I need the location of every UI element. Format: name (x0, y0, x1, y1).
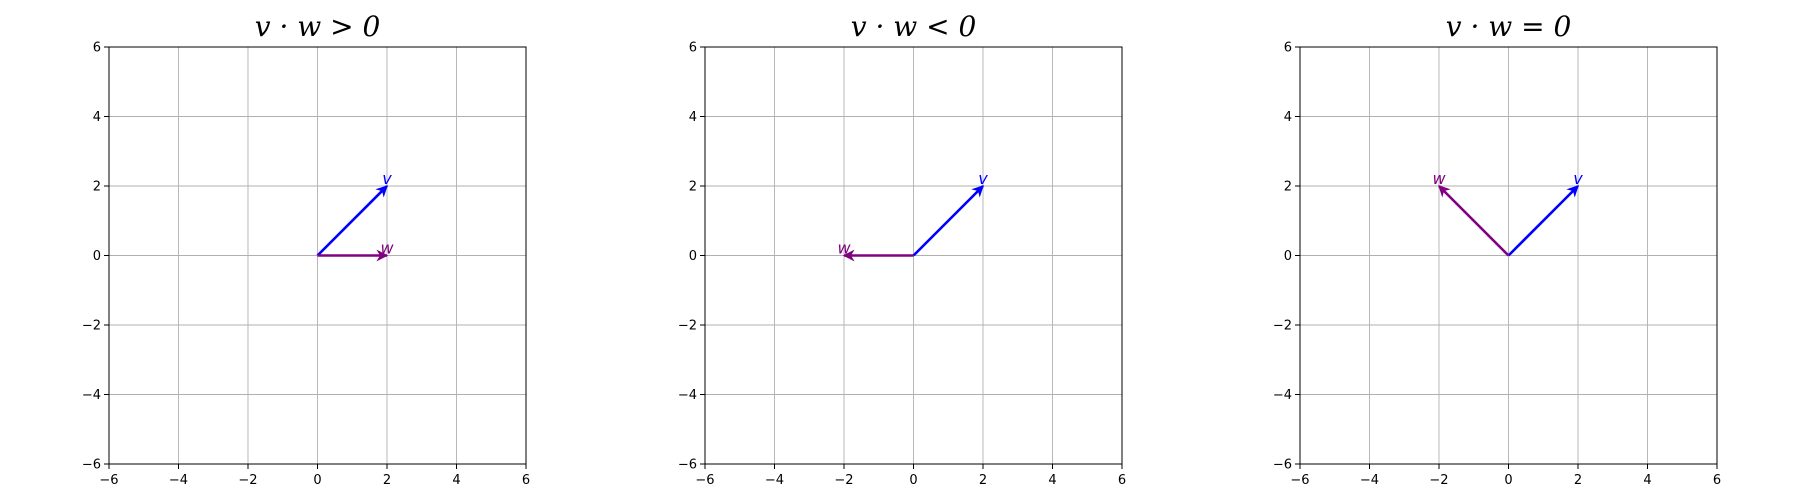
x-tick-label: −2 (834, 473, 853, 488)
y-tick-label: 2 (93, 180, 101, 195)
x-tick-label: −6 (695, 473, 714, 488)
y-tick-label: 4 (689, 110, 697, 125)
x-tick-label: 0 (313, 473, 321, 488)
y-tick-label: −4 (678, 388, 697, 403)
x-tick-label: 2 (383, 473, 391, 488)
x-tick-label: 0 (1504, 473, 1512, 488)
y-tick-label: 2 (689, 180, 697, 195)
vector-v (1507, 185, 1579, 257)
chart-panel-3: v w −6 −4 −2 0 2 4 6 −6 −4 −2 0 2 4 6 v · w = 0 (1273, 10, 1721, 488)
y-tick-label: −2 (82, 319, 101, 334)
vector-label-v: v (382, 169, 392, 188)
vector-label-v: v (978, 169, 988, 188)
x-tick-label: 4 (1643, 473, 1651, 488)
x-tick-label: −6 (99, 473, 118, 488)
y-tick-label: −6 (82, 458, 101, 473)
y-tick-label: 6 (93, 41, 101, 56)
y-tick-label: −4 (1273, 388, 1292, 403)
vector-label-v: v (1573, 169, 1583, 188)
x-tick-label: −4 (1360, 473, 1379, 488)
y-tick-label: −2 (1273, 319, 1292, 334)
y-tick-label: 4 (93, 110, 101, 125)
x-tick-label: −4 (765, 473, 784, 488)
y-tick-label: 4 (1284, 110, 1292, 125)
y-tick-label: 0 (1284, 249, 1292, 264)
vector-v (316, 185, 388, 257)
y-tick-label: 0 (93, 249, 101, 264)
y-tick-label: 6 (1284, 41, 1292, 56)
x-tick-label: −2 (238, 473, 257, 488)
vector-label-w: w (1432, 169, 1446, 188)
vector-v (912, 185, 984, 257)
vector-label-w: w (380, 239, 394, 258)
y-tick-label: 2 (1284, 180, 1292, 195)
chart-title: v · w < 0 (851, 10, 977, 43)
y-tick-label: −6 (1273, 458, 1292, 473)
x-tick-label: 6 (522, 473, 530, 488)
y-tick-label: −4 (82, 388, 101, 403)
vector-w (1438, 185, 1510, 257)
x-tick-label: 6 (1713, 473, 1721, 488)
chart-panel-1: v w −6 −4 −2 0 2 4 6 −6 −4 −2 0 2 4 6 v · w > 0 (82, 10, 530, 488)
x-tick-label: 4 (1048, 473, 1056, 488)
chart-title: v · w = 0 (1446, 10, 1572, 43)
vector-label-w: w (837, 239, 851, 258)
x-tick-label: −4 (169, 473, 188, 488)
x-tick-label: −2 (1429, 473, 1448, 488)
y-tick-label: −6 (678, 458, 697, 473)
x-tick-label: 0 (909, 473, 917, 488)
x-tick-label: 2 (1574, 473, 1582, 488)
x-tick-label: 6 (1118, 473, 1126, 488)
y-tick-label: 6 (689, 41, 697, 56)
y-tick-label: −2 (678, 319, 697, 334)
x-tick-label: 2 (979, 473, 987, 488)
y-tick-label: 0 (689, 249, 697, 264)
x-tick-label: 4 (452, 473, 460, 488)
chart-panel-2: v w −6 −4 −2 0 2 4 6 −6 −4 −2 0 2 4 6 v · w < 0 (678, 10, 1126, 488)
x-tick-label: −6 (1290, 473, 1309, 488)
chart-title: v · w > 0 (255, 10, 381, 43)
